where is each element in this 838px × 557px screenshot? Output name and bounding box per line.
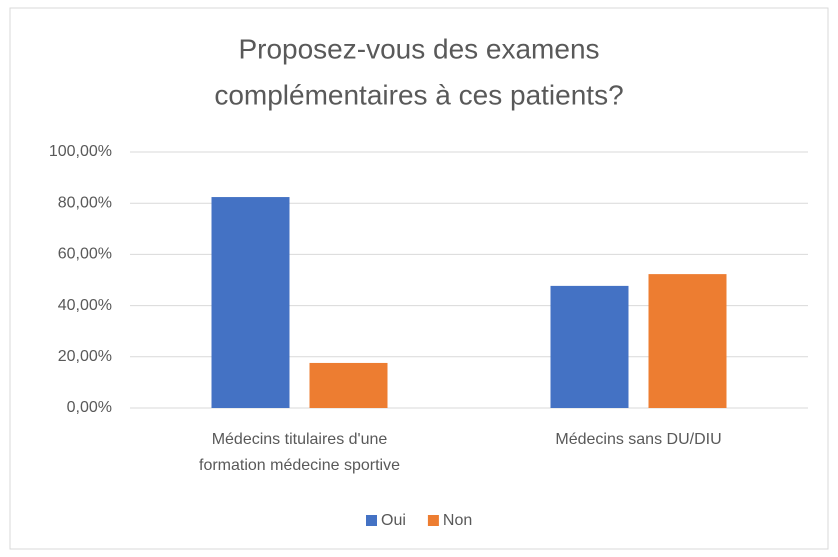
y-tick-label: 60,00% bbox=[58, 246, 112, 263]
bar bbox=[211, 197, 290, 408]
legend-label: Oui bbox=[381, 512, 406, 529]
x-tick-label: Médecins titulaires d'une bbox=[212, 431, 388, 448]
x-tick-label: formation médecine sportive bbox=[199, 457, 400, 474]
chart-title: complémentaires à ces patients? bbox=[214, 79, 623, 110]
bar bbox=[648, 274, 727, 408]
y-tick-label: 100,00% bbox=[49, 143, 112, 160]
legend-swatch bbox=[427, 515, 439, 526]
legend-swatch bbox=[366, 515, 377, 526]
bar bbox=[550, 285, 629, 408]
legend-label: Non bbox=[443, 512, 472, 529]
y-tick-label: 20,00% bbox=[58, 348, 112, 365]
y-tick-label: 0,00% bbox=[67, 399, 112, 416]
x-tick-label: Médecins sans DU/DIU bbox=[555, 431, 721, 448]
bar bbox=[309, 362, 388, 408]
y-tick-label: 40,00% bbox=[58, 297, 112, 314]
chart-title: Proposez-vous des examens bbox=[238, 33, 599, 64]
y-tick-label: 80,00% bbox=[58, 194, 112, 211]
